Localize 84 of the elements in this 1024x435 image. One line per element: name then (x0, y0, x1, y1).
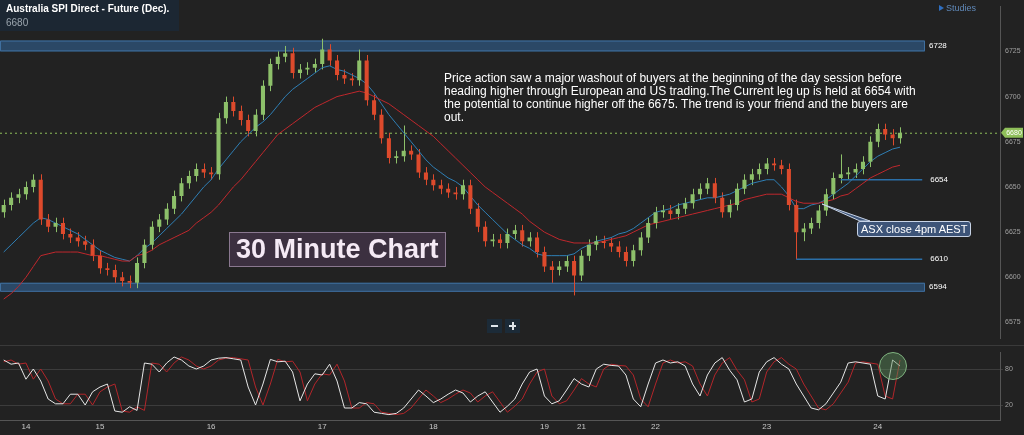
candlestick (253, 108, 258, 137)
candlestick (60, 217, 65, 240)
candlestick (9, 191, 14, 211)
band-label: 6728 (929, 41, 948, 51)
candlestick (623, 246, 628, 267)
candlestick (727, 199, 732, 219)
candlestick (816, 204, 821, 230)
candlestick (653, 206, 658, 230)
x-tick-label: 18 (428, 422, 439, 431)
candlestick (23, 181, 28, 201)
candlestick (483, 220, 488, 248)
candlestick (149, 220, 154, 251)
candlestick (423, 166, 428, 186)
candlestick (631, 244, 636, 267)
candlestick (112, 264, 117, 284)
annotation: Price action saw a major washout of buyers at the beginning of the day session before heading higher through European and US trading.The Current leg up is held at 6654 with the potential to continue higher off the 6675. The trend is your friend and the buyers are out. (444, 71, 917, 124)
annotation: ASX close 4pm AEST (857, 221, 972, 237)
band-label: 6594 (929, 282, 948, 292)
candlestick (97, 249, 103, 275)
annotation: Studies (946, 3, 977, 13)
candlestick (179, 177, 184, 202)
candlestick (860, 155, 865, 175)
candlestick (712, 177, 717, 204)
x-tick-label: 22 (651, 422, 661, 431)
series-label: 6654 (930, 174, 949, 184)
candlestick (386, 132, 391, 164)
candlestick (194, 162, 199, 183)
x-tick-label: 21 (577, 422, 587, 431)
chart-title: Australia SPI Direct - Future (Dec). (6, 3, 170, 14)
x-tick-label: 16 (206, 422, 217, 431)
candlestick (542, 246, 547, 273)
candlestick (90, 238, 95, 262)
candlestick (460, 179, 465, 201)
candlestick (223, 96, 228, 125)
candlestick (520, 224, 525, 248)
candlestick (735, 182, 740, 211)
x-tick-label: 14 (21, 422, 31, 431)
candlestick (401, 125, 406, 163)
candlestick (638, 231, 643, 257)
candlestick (416, 148, 421, 179)
candlestick (505, 228, 510, 249)
candlestick (135, 256, 140, 289)
candlestick (468, 179, 473, 215)
candlestick (572, 255, 577, 296)
x-tick-label: 15 (95, 422, 105, 431)
x-tick-label: 23 (762, 422, 772, 431)
series-label: 6610 (930, 254, 949, 264)
candlestick (875, 123, 880, 148)
x-tick-label: 19 (539, 422, 550, 431)
x-tick-label: 24 (873, 422, 883, 431)
candlestick (31, 173, 36, 193)
candlestick (335, 54, 340, 81)
candlestick (275, 50, 280, 70)
annotation: 30 Minute Chart (229, 232, 446, 267)
x-tick-label: 17 (317, 422, 328, 431)
candlestick (549, 260, 554, 284)
text: 6680 (6, 17, 30, 28)
candlestick (646, 217, 651, 244)
candlestick (357, 49, 362, 87)
candlestick (535, 231, 540, 258)
candlestick (579, 249, 584, 282)
candlestick (742, 173, 747, 195)
candlestick (238, 105, 243, 126)
candlestick (831, 172, 836, 201)
candlestick (320, 38, 325, 70)
candlestick (186, 170, 191, 190)
candlestick (379, 108, 384, 145)
candlestick (720, 191, 725, 219)
candlestick (1, 199, 6, 219)
candlestick (327, 43, 332, 67)
candlestick (46, 213, 51, 233)
candlestick (868, 135, 873, 168)
candlestick (372, 94, 377, 121)
candlestick (290, 47, 295, 79)
candlestick (157, 213, 162, 233)
candlestick (172, 190, 177, 215)
candlestick (475, 202, 480, 233)
candlestick (838, 153, 843, 184)
candlestick (246, 114, 251, 137)
candlestick (268, 58, 273, 92)
candlestick (142, 238, 147, 269)
candlestick (231, 96, 236, 117)
candlestick (690, 188, 695, 210)
candlestick (164, 202, 169, 226)
